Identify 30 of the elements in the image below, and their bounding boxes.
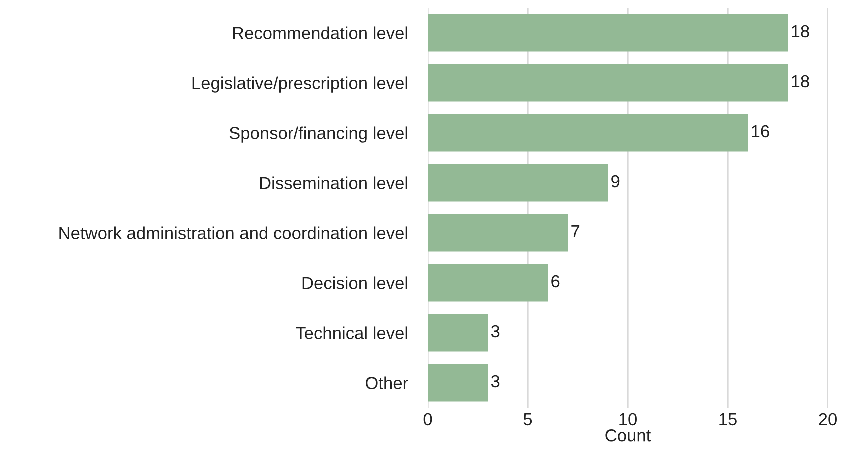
x-tick-label: 10	[620, 413, 637, 426]
y-tick-label: Network administration and coordination level	[60, 226, 408, 240]
bar	[428, 364, 488, 402]
x-tick-label: 0	[424, 413, 432, 426]
bar	[428, 314, 488, 352]
y-tick-label: Legislative/prescription level	[192, 76, 408, 93]
bar	[428, 14, 788, 52]
x-axis-title: Count	[606, 430, 652, 442]
data-label: 7	[572, 226, 580, 238]
data-label: 6	[552, 275, 560, 288]
data-label: 3	[491, 325, 500, 338]
data-label: 16	[752, 125, 770, 138]
bar	[428, 214, 568, 252]
x-tick-label: 15	[720, 414, 737, 426]
bar	[428, 264, 548, 302]
y-tick-label: Sponsor/financing level	[230, 126, 408, 143]
y-tick-label: Recommendation level	[233, 26, 408, 40]
y-tick-label: Technical level	[296, 326, 408, 340]
data-label: 18	[792, 75, 810, 88]
y-tick-label: Other	[366, 376, 408, 390]
x-tick-label: 20	[819, 413, 837, 426]
y-tick-label: Decision level	[302, 276, 408, 290]
data-label: 18	[792, 25, 810, 38]
x-tick-label: 5	[524, 414, 532, 426]
bar	[428, 114, 748, 152]
data-label: 3	[491, 375, 500, 388]
bar	[428, 64, 788, 102]
y-tick-label: Dissemination level	[260, 176, 408, 190]
data-label: 9	[612, 175, 620, 188]
bar	[428, 164, 608, 202]
